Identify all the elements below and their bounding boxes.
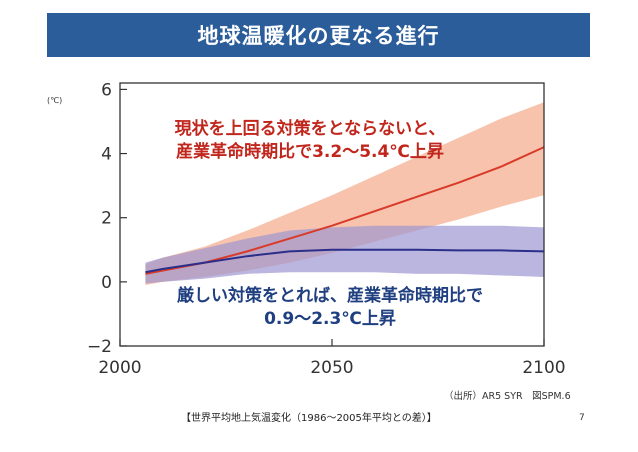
title-banner: 地球温暖化の更なる進行 xyxy=(47,13,590,57)
y-tick-label: −2 xyxy=(87,337,112,357)
low-emission-annotation-line1: 厳しい対策をとれば、産業革命時期比で xyxy=(177,286,483,306)
slide-title: 地球温暖化の更なる進行 xyxy=(197,24,440,48)
y-tick-label: 6 xyxy=(101,80,112,100)
x-tick-label: 2000 xyxy=(98,358,141,378)
high-emission-annotation: 現状を上回る対策をとならないと、 産業革命時期比で3.2～5.4℃上昇 xyxy=(140,118,480,164)
low-emission-annotation: 厳しい対策をとれば、産業革命時期比で 0.9～2.3℃上昇 xyxy=(130,285,530,331)
high-emission-annotation-line1: 現状を上回る対策をとならないと、 xyxy=(174,119,446,139)
low-emission-annotation-line2: 0.9～2.3℃上昇 xyxy=(264,308,396,329)
x-tick-label: 2050 xyxy=(310,358,353,378)
chart-caption: 【世界平均地上気温変化（1986～2005年平均との差）】 xyxy=(181,413,437,424)
page-number: 7 xyxy=(579,413,585,423)
source-note: （出所）AR5 SYR 図SPM.6 xyxy=(444,391,571,402)
high-emission-annotation-line2: 産業革命時期比で3.2～5.4℃上昇 xyxy=(176,141,444,162)
y-tick-label: 0 xyxy=(101,273,112,293)
y-unit-label: (℃) xyxy=(47,96,63,105)
x-tick-label: 2100 xyxy=(522,358,565,378)
y-tick-label: 2 xyxy=(101,209,112,229)
series-1-range-band xyxy=(145,225,544,284)
series-1-mean-line xyxy=(145,248,545,274)
y-tick-label: 4 xyxy=(101,145,112,165)
